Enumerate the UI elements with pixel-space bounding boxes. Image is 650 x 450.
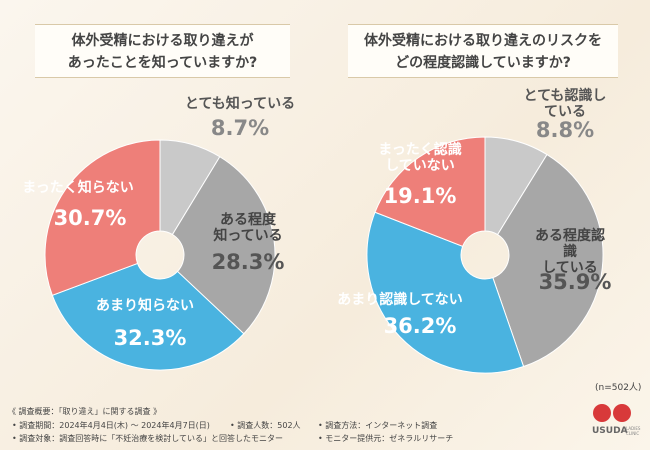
pie-slice: [171, 156, 276, 335]
value-label: 30.7%: [53, 205, 127, 230]
logo-mark: [593, 404, 633, 426]
slice-label: あまり認識してない: [337, 291, 463, 308]
chart-title-box: 体外受精における取り違えのリスクを どの程度認識していますか?: [348, 24, 618, 78]
slice-label: ある程度認識 している: [535, 227, 605, 277]
footer-item: • 調査期間：2024年4月4日(木) ～ 2024年4月7日(日): [12, 421, 210, 430]
value-label: 19.1%: [383, 183, 457, 208]
slice-label: あまり知らない: [96, 297, 194, 314]
chart-title: あったことを知っていますか?: [67, 55, 258, 71]
slice-label: とても知っている: [184, 95, 296, 112]
value-label: 35.9%: [538, 269, 612, 294]
slice-label: まったく認識 していない: [378, 141, 462, 174]
footer-text: 調査人数：502人: [237, 421, 301, 430]
pie-slice: [374, 136, 486, 247]
slice-label: とても認識している: [523, 87, 607, 120]
footer-item: • 調査対象：調査回答時に「不妊治療を検討している」と回答したモニター: [12, 434, 284, 443]
footer-text: 調査期間：2024年4月4日(木) ～ 2024年4月7日(日): [19, 421, 210, 430]
slice-label: ある程度 知っている: [213, 211, 283, 244]
value-label: 36.2%: [383, 313, 457, 338]
chart-title: どの程度認識していますか?: [395, 55, 571, 71]
value-label: 32.3%: [113, 325, 187, 350]
pie-slice: [51, 262, 245, 371]
footer-item: • 調査方法：インターネット調査: [318, 421, 438, 430]
chart-title: 体外受精における取り違えが: [71, 33, 254, 49]
chart-title-box: 体外受精における取り違えが あったことを知っていますか?: [35, 24, 290, 78]
value-label: 8.7%: [210, 115, 270, 140]
pie-slice: [44, 139, 161, 296]
logo-sub: LADIES CLINIC: [626, 426, 641, 436]
footer-text: 調査方法：インターネット調査: [325, 421, 438, 430]
slice-label: まったく知らない: [22, 179, 134, 196]
value-label: 8.8%: [535, 117, 595, 142]
footer-text: モニター提供元：ゼネラルリサーチ: [325, 434, 454, 443]
logo-name: USUDA: [592, 426, 628, 436]
pie-slice: [492, 153, 604, 368]
sample-size: (n=502人): [595, 383, 642, 393]
footer-item: • 調査人数：502人: [230, 421, 301, 430]
footer-text: 調査対象：調査回答時に「不妊治療を検討している」と回答したモニター: [19, 434, 284, 443]
value-label: 28.3%: [211, 249, 285, 274]
footer-heading: 《 調査概要：「取り違え」に関する調査 》: [8, 407, 162, 416]
pie-slice: [366, 211, 525, 374]
footer-item: • モニター提供元：ゼネラルリサーチ: [318, 434, 454, 443]
chart-title: 体外受精における取り違えのリスクを: [364, 33, 602, 49]
